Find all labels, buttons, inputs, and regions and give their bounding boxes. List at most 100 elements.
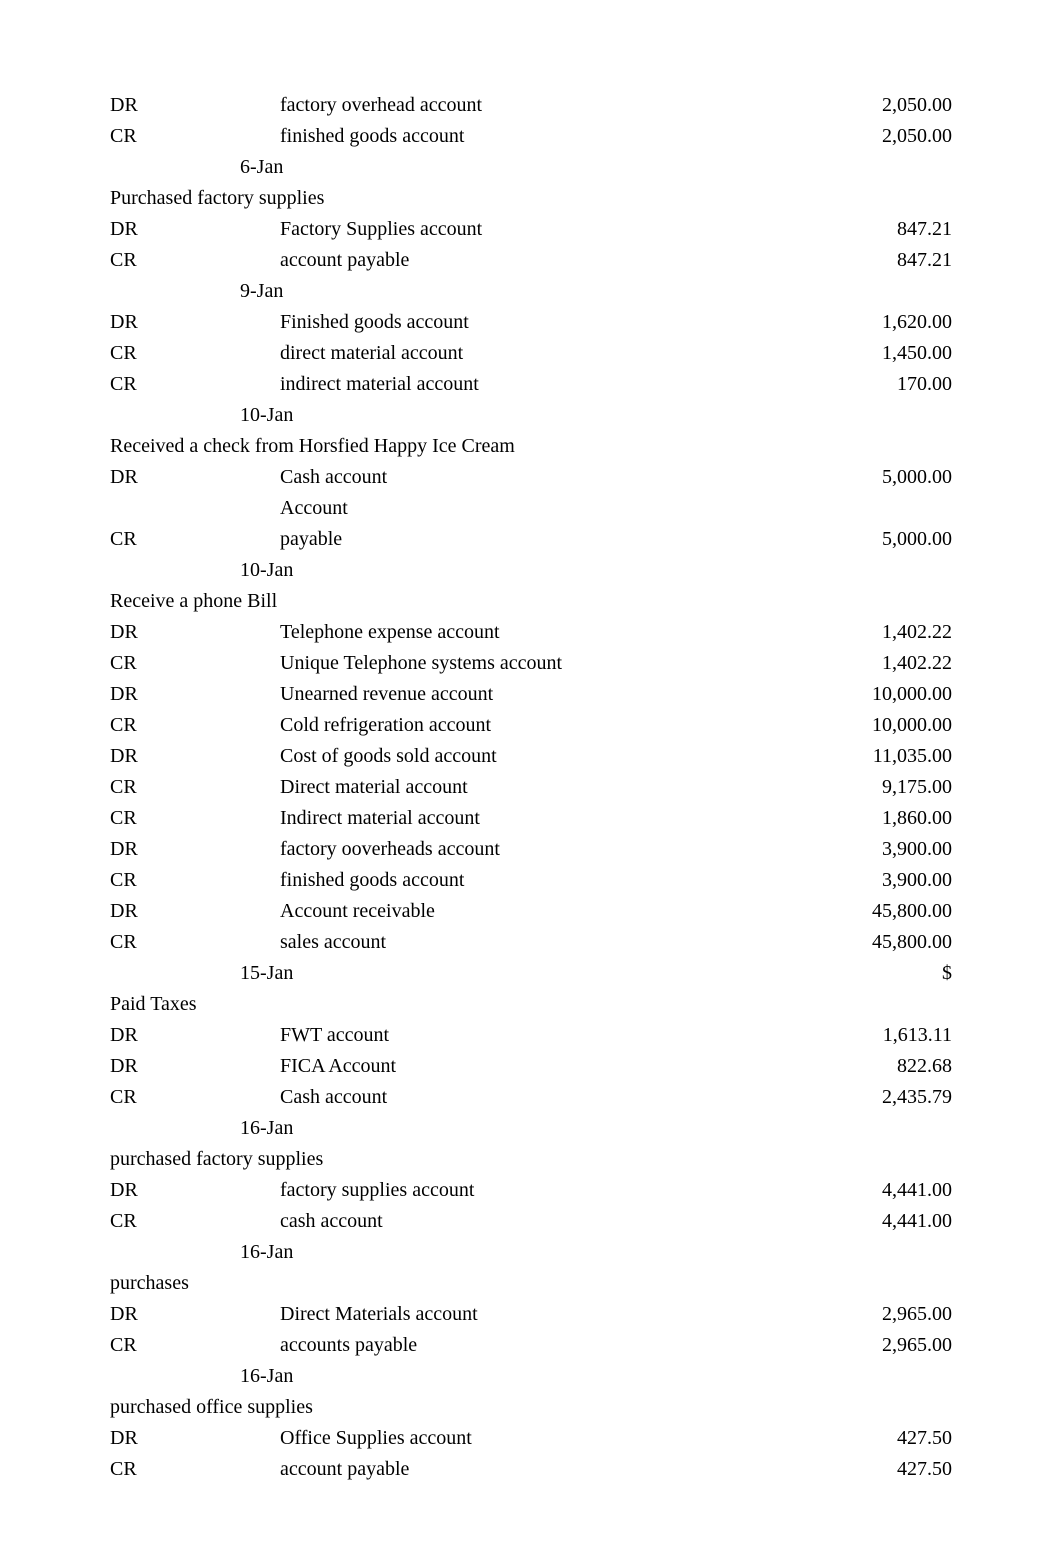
date-value: 6-Jan bbox=[240, 152, 283, 183]
entry-dr-cr: CR bbox=[110, 121, 280, 152]
entry-dr-cr: CR bbox=[110, 710, 280, 741]
entry-dr-cr: CR bbox=[110, 865, 280, 896]
entry-dr-cr: CR bbox=[110, 803, 280, 834]
entry-amount: 2,965.00 bbox=[812, 1330, 952, 1361]
date-row: 9-Jan bbox=[110, 276, 952, 307]
journal-entry-row: CRaccount payable847.21 bbox=[110, 245, 952, 276]
entry-account: finished goods account bbox=[280, 865, 812, 896]
entry-account: Factory Supplies account bbox=[280, 214, 812, 245]
journal-entry-row: CRindirect material account170.00 bbox=[110, 369, 952, 400]
entry-amount: 3,900.00 bbox=[812, 834, 952, 865]
section-title: Receive a phone Bill bbox=[110, 586, 952, 617]
entry-amount: 847.21 bbox=[812, 245, 952, 276]
date-value: 16-Jan bbox=[240, 1237, 293, 1268]
entry-account: FICA Account bbox=[280, 1051, 812, 1082]
entry-amount: 45,800.00 bbox=[812, 927, 952, 958]
journal-entry-row: CRpayable5,000.00 bbox=[110, 524, 952, 555]
entry-amount: 3,900.00 bbox=[812, 865, 952, 896]
section-title: Purchased factory supplies bbox=[110, 183, 952, 214]
entry-account: indirect material account bbox=[280, 369, 812, 400]
entry-account: Office Supplies account bbox=[280, 1423, 812, 1454]
date-value: 10-Jan bbox=[240, 400, 293, 431]
entry-dr-cr: CR bbox=[110, 1454, 280, 1485]
entry-account: Finished goods account bbox=[280, 307, 812, 338]
journal-entry-row: DRUnearned revenue account10,000.00 bbox=[110, 679, 952, 710]
journal-entry-row: DRfactory supplies account4,441.00 bbox=[110, 1175, 952, 1206]
entry-account: Account bbox=[280, 493, 812, 524]
entry-dr-cr: DR bbox=[110, 834, 280, 865]
entry-amount: 822.68 bbox=[812, 1051, 952, 1082]
entry-account: Account receivable bbox=[280, 896, 812, 927]
journal-entry-row: DRFinished goods account1,620.00 bbox=[110, 307, 952, 338]
entry-amount: 847.21 bbox=[812, 214, 952, 245]
entry-amount: 2,050.00 bbox=[812, 121, 952, 152]
journal-entry-row: DRDirect Materials account2,965.00 bbox=[110, 1299, 952, 1330]
entry-amount: 427.50 bbox=[812, 1423, 952, 1454]
entry-amount: 1,620.00 bbox=[812, 307, 952, 338]
entry-amount: 5,000.00 bbox=[812, 462, 952, 493]
entry-amount: 1,402.22 bbox=[812, 648, 952, 679]
journal-entry-row: CRaccount payable427.50 bbox=[110, 1454, 952, 1485]
entry-amount: $ bbox=[812, 958, 952, 989]
date-row: 16-Jan bbox=[110, 1237, 952, 1268]
entry-dr-cr: CR bbox=[110, 772, 280, 803]
date-row: 6-Jan bbox=[110, 152, 952, 183]
journal-entry-row: CRCash account2,435.79 bbox=[110, 1082, 952, 1113]
journal-entry-row: CRfinished goods account2,050.00 bbox=[110, 121, 952, 152]
journal-page: DRfactory overhead account2,050.00CRfini… bbox=[0, 0, 1062, 1545]
journal-entry-row: DRAccount receivable45,800.00 bbox=[110, 896, 952, 927]
entry-dr-cr: CR bbox=[110, 369, 280, 400]
entry-account: sales account bbox=[280, 927, 812, 958]
entry-dr-cr: CR bbox=[110, 1206, 280, 1237]
entry-amount: 5,000.00 bbox=[812, 524, 952, 555]
journal-entry-row: CRcash account4,441.00 bbox=[110, 1206, 952, 1237]
date-value: 15-Jan bbox=[280, 958, 812, 989]
entry-dr-cr: DR bbox=[110, 1423, 280, 1454]
entry-dr-cr: CR bbox=[110, 648, 280, 679]
entry-dr-cr: CR bbox=[110, 1330, 280, 1361]
entry-account: factory overhead account bbox=[280, 90, 812, 121]
entry-account: Cash account bbox=[280, 462, 812, 493]
section-title: purchased office supplies bbox=[110, 1392, 952, 1423]
entry-account: Indirect material account bbox=[280, 803, 812, 834]
entry-account: payable bbox=[280, 524, 812, 555]
entry-account: Telephone expense account bbox=[280, 617, 812, 648]
journal-entry-row: CRsales account45,800.00 bbox=[110, 927, 952, 958]
entry-account: direct material account bbox=[280, 338, 812, 369]
entry-dr-cr: DR bbox=[110, 617, 280, 648]
journal-entry-row: DRfactory overhead account2,050.00 bbox=[110, 90, 952, 121]
entry-amount: 1,860.00 bbox=[812, 803, 952, 834]
entry-account: finished goods account bbox=[280, 121, 812, 152]
section-title: purchased factory supplies bbox=[110, 1144, 952, 1175]
journal-entry-row: Account bbox=[110, 493, 952, 524]
entry-account: Unearned revenue account bbox=[280, 679, 812, 710]
journal-entry-row: DRfactory ooverheads account3,900.00 bbox=[110, 834, 952, 865]
entry-dr-cr: DR bbox=[110, 1051, 280, 1082]
entry-amount: 427.50 bbox=[812, 1454, 952, 1485]
date-row: 10-Jan bbox=[110, 400, 952, 431]
journal-entry-row: DROffice Supplies account427.50 bbox=[110, 1423, 952, 1454]
entry-dr-cr: CR bbox=[110, 1082, 280, 1113]
section-title: Received a check from Horsfied Happy Ice… bbox=[110, 431, 952, 462]
journal-entry-row: CRCold refrigeration account10,000.00 bbox=[110, 710, 952, 741]
entry-dr-cr: DR bbox=[110, 1299, 280, 1330]
entry-amount: 170.00 bbox=[812, 369, 952, 400]
date-value: 9-Jan bbox=[240, 276, 283, 307]
date-row: 10-Jan bbox=[110, 555, 952, 586]
journal-entry-row: 15-Jan$ bbox=[110, 958, 952, 989]
entry-amount: 4,441.00 bbox=[812, 1175, 952, 1206]
journal-entry-row: DRFICA Account822.68 bbox=[110, 1051, 952, 1082]
entry-amount: 1,613.11 bbox=[812, 1020, 952, 1051]
entry-account: Direct Materials account bbox=[280, 1299, 812, 1330]
journal-entry-row: CRaccounts payable2,965.00 bbox=[110, 1330, 952, 1361]
journal-entry-row: DRFactory Supplies account847.21 bbox=[110, 214, 952, 245]
entry-dr-cr: DR bbox=[110, 679, 280, 710]
journal-entry-row: CRdirect material account1,450.00 bbox=[110, 338, 952, 369]
entry-dr-cr: DR bbox=[110, 462, 280, 493]
section-title: Paid Taxes bbox=[110, 989, 952, 1020]
date-value: 16-Jan bbox=[240, 1361, 293, 1392]
entry-amount: 1,402.22 bbox=[812, 617, 952, 648]
entry-dr-cr: CR bbox=[110, 338, 280, 369]
entry-dr-cr: DR bbox=[110, 307, 280, 338]
journal-entry-row: CRfinished goods account3,900.00 bbox=[110, 865, 952, 896]
